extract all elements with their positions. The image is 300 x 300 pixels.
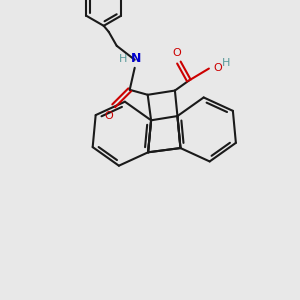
Text: O: O <box>213 63 222 73</box>
Text: H: H <box>222 58 230 68</box>
Text: O: O <box>172 47 181 58</box>
Text: N: N <box>130 52 141 65</box>
Text: H: H <box>118 54 127 64</box>
Text: O: O <box>104 111 113 121</box>
